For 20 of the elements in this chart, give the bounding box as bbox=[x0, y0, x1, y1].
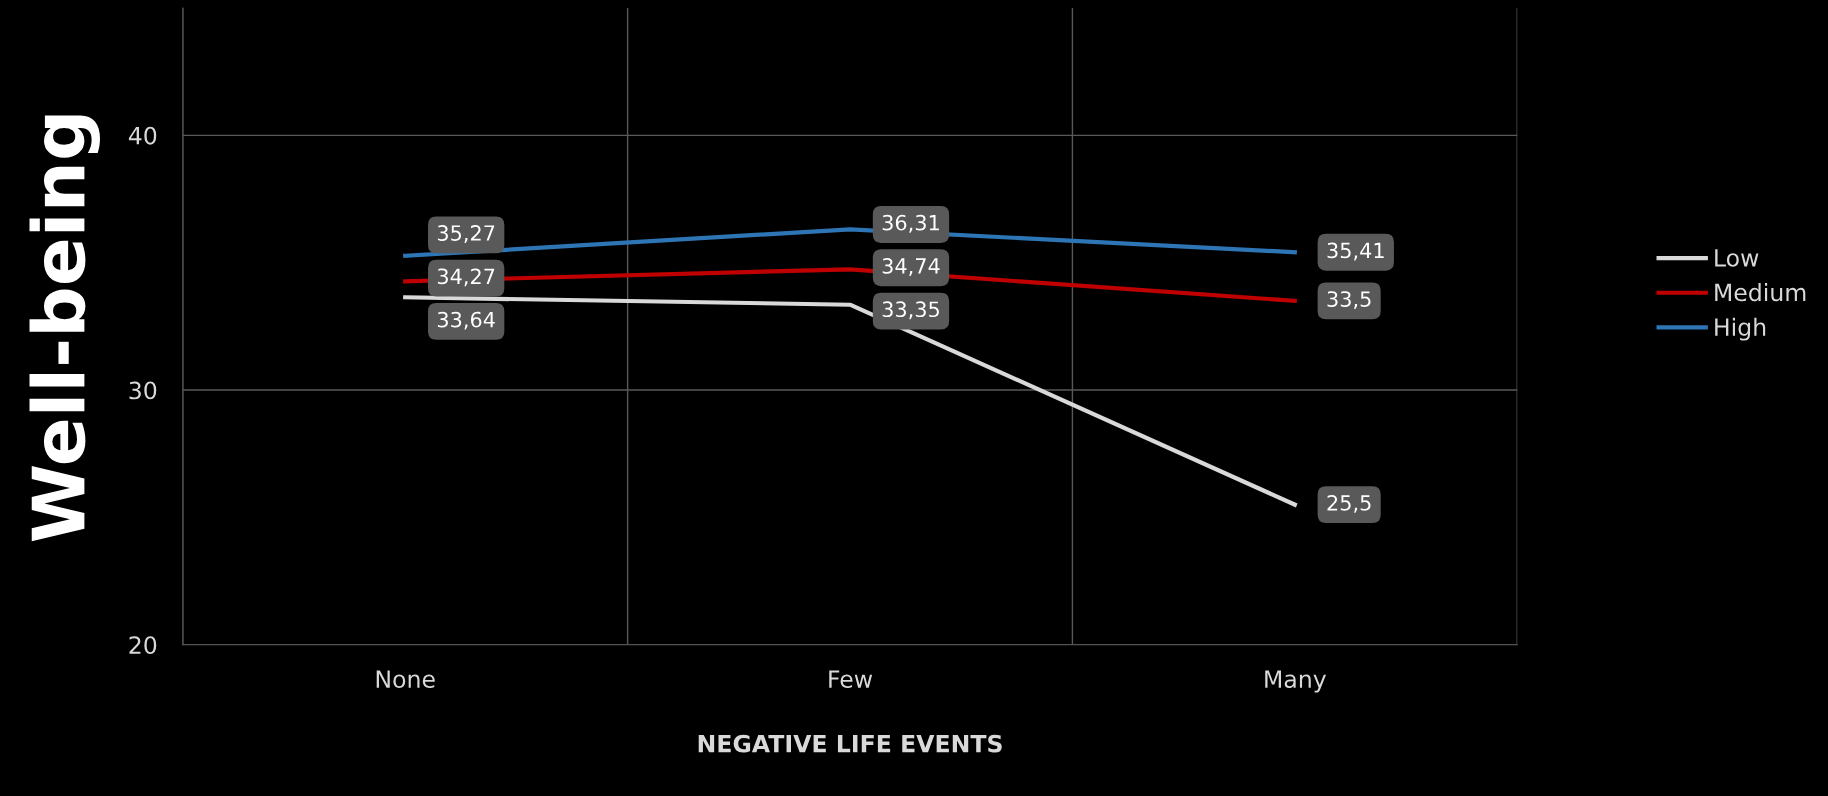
x-tick-label: Few bbox=[829, 670, 873, 689]
legend-label: Medium bbox=[1715, 283, 1806, 302]
y-axis-title: Well-being bbox=[29, 115, 100, 542]
x-tick-label: None bbox=[376, 670, 435, 689]
data-label: 34,27 bbox=[437, 268, 495, 287]
data-label: 33,35 bbox=[882, 301, 939, 320]
data-label: 35,41 bbox=[1327, 242, 1384, 261]
y-tick-label: 40 bbox=[128, 126, 157, 145]
legend-label: High bbox=[1715, 317, 1766, 341]
data-label: 36,31 bbox=[882, 214, 939, 233]
data-label: 34,74 bbox=[882, 258, 940, 276]
y-tick-label: 20 bbox=[129, 636, 157, 655]
data-label: 35,27 bbox=[437, 225, 495, 243]
x-tick-label: Many bbox=[1265, 670, 1327, 693]
data-label: 33,5 bbox=[1327, 291, 1371, 310]
x-axis-title: NEGATIVE LIFE EVENTS bbox=[698, 734, 1002, 753]
legend-label: Low bbox=[1715, 249, 1759, 267]
y-tick-label: 30 bbox=[129, 381, 157, 400]
data-label: 33,64 bbox=[437, 311, 495, 330]
data-label: 25,5 bbox=[1327, 494, 1371, 513]
